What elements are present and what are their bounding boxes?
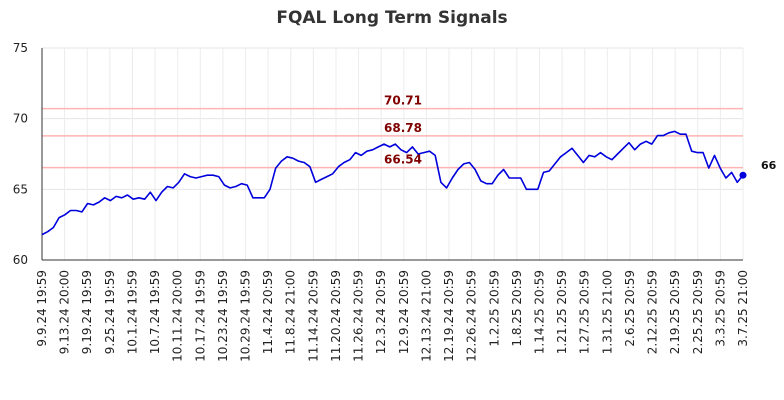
x-tick-label: 12.19.24 20:59 [442, 270, 456, 362]
x-tick-label: 10.11.24 20:00 [171, 270, 185, 362]
x-tick-label: 1.21.25 20:59 [555, 270, 569, 354]
last-value-label: 66 [761, 159, 777, 172]
x-tick-label: 2.25.25 20:59 [691, 270, 705, 354]
x-tick-label: 10.23.24 19:59 [216, 270, 230, 362]
x-tick-label: 3.3.25 20:59 [713, 270, 727, 347]
x-tick-label: 10.1.24 19:59 [125, 270, 139, 354]
x-tick-label: 10.7.24 19:59 [148, 270, 162, 354]
x-tick-label: 1.14.25 20:59 [532, 270, 546, 354]
reference-line-label: 70.71 [384, 94, 422, 108]
series-layer [41, 130, 747, 236]
x-tick-label: 2.6.25 20:59 [623, 270, 637, 347]
x-tick-label: 11.8.24 21:00 [284, 270, 298, 354]
x-tick-label: 12.3.24 20:59 [374, 270, 388, 354]
label-layer: 60 65 70 75 9.9.24 19:59 9.13.24 20:00 9.19.24… [13, 41, 777, 362]
series-line [41, 130, 744, 236]
x-tick-label: 12.13.24 21:00 [419, 270, 433, 362]
reference-lines [42, 107, 743, 169]
x-tick-label: 11.14.24 20:59 [306, 270, 320, 362]
last-point-marker [739, 171, 747, 179]
reference-line-label: 66.54 [384, 153, 422, 167]
x-tick-label: 2.12.25 20:59 [646, 270, 660, 354]
x-tick-label: 9.19.24 19:59 [80, 270, 94, 354]
x-tick-label: 10.17.24 19:59 [193, 270, 207, 362]
x-tick-label: 1.8.25 20:59 [510, 270, 524, 347]
x-tick-label: 11.20.24 20:59 [329, 270, 343, 362]
chart-title: FQAL Long Term Signals [276, 8, 508, 28]
x-tick-label: 11.26.24 20:59 [352, 270, 366, 362]
axes [41, 48, 743, 261]
x-tick-label: 11.4.24 20:59 [261, 270, 275, 354]
y-tick-label: 70 [13, 112, 28, 126]
x-tick-label: 3.7.25 21:00 [736, 270, 750, 347]
x-tick-label: 12.9.24 20:59 [397, 270, 411, 354]
x-tick-label: 12.26.24 20:59 [465, 270, 479, 362]
y-tick-label: 65 [13, 182, 28, 196]
x-tick-label: 9.9.24 19:59 [35, 270, 49, 347]
x-tick-label: 1.27.25 20:59 [578, 270, 592, 354]
x-tick-label: 1.2.25 20:59 [487, 270, 501, 347]
x-tick-label: 2.19.25 20:59 [668, 270, 682, 354]
x-tick-label: 9.13.24 20:00 [58, 270, 72, 354]
y-tick-label: 60 [13, 253, 28, 267]
y-tick-label: 75 [13, 41, 28, 55]
reference-line-label: 68.78 [384, 121, 422, 135]
grid-layer [41, 47, 744, 261]
x-tick-label: 9.25.24 19:59 [103, 270, 117, 354]
x-tick-label: 10.29.24 19:59 [239, 270, 253, 362]
x-tick-label: 1.31.25 21:00 [600, 270, 614, 354]
